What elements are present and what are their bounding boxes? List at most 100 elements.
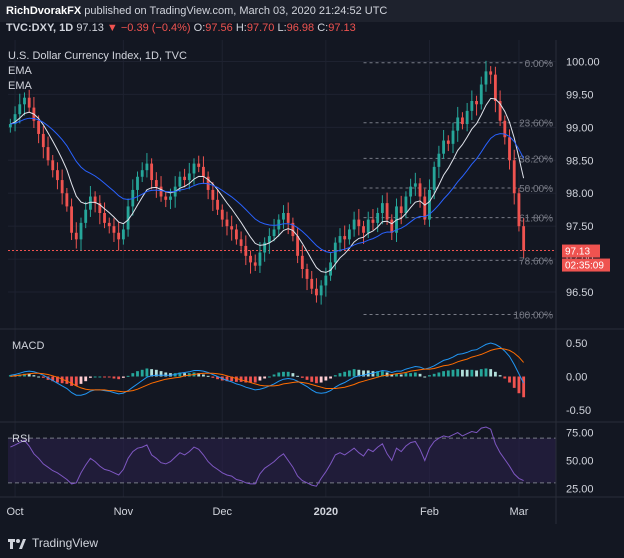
macd-histogram-bar (517, 376, 521, 394)
candle-body (446, 140, 450, 144)
legend: U.S. Dollar Currency Index, 1D, TVC EMA … (8, 50, 187, 445)
grid (8, 40, 556, 497)
macd-histogram-bar (352, 369, 356, 377)
candle-body (117, 232, 121, 240)
rsi-line (10, 426, 524, 487)
open-label: O: (193, 22, 206, 34)
candle-body (112, 226, 116, 233)
symbol-label[interactable]: TVC:DXY, 1D (6, 22, 74, 34)
macd-histogram-bar (8, 375, 12, 377)
macd-histogram-bar (197, 373, 201, 377)
close-value: 97.13 (328, 22, 356, 34)
candle-body (418, 183, 422, 197)
macd-histogram-bar (395, 373, 398, 377)
macd-histogram-bar (282, 371, 285, 377)
candle-body (475, 101, 478, 105)
candle-body (347, 229, 351, 240)
candle-body (352, 219, 356, 230)
candle-body (159, 186, 163, 197)
legend-ema-2[interactable]: EMA (8, 80, 33, 92)
candle-body (202, 166, 205, 177)
macd-histogram-bar (315, 376, 318, 384)
macd-histogram-bar (32, 375, 36, 377)
signal-line (10, 347, 524, 393)
header-bar: RichDvorakFX published on TradingView.co… (0, 0, 624, 22)
candle-body (333, 242, 337, 263)
candle-body (329, 262, 332, 276)
macd-histogram-bar (380, 371, 384, 377)
macd-histogram-bar (79, 376, 83, 384)
candle-body (380, 203, 384, 213)
macd-histogram-bar (291, 373, 295, 377)
macd-tick-label: -0.50 (566, 405, 591, 417)
macd-histogram-bar (164, 372, 168, 377)
macd-histogram-bar (437, 372, 441, 377)
y-tick-label: 100.00 (566, 56, 600, 68)
candle-body (93, 196, 97, 204)
tradingview-logo-icon[interactable] (8, 536, 26, 550)
candle-body (178, 176, 182, 187)
candle-body (183, 176, 187, 181)
rsi-band (8, 438, 556, 483)
candle-body (305, 269, 309, 279)
macd-histogram-bar (51, 376, 55, 382)
candles (8, 60, 526, 305)
y-tick-label: 99.00 (566, 122, 594, 134)
price-tag: 97.13 02:35:09 (562, 244, 610, 272)
low-value: 96.98 (286, 22, 315, 34)
high-label: H: (235, 22, 247, 34)
legend-macd[interactable]: MACD (12, 340, 44, 352)
macd-histogram-bar (150, 369, 154, 377)
macd-histogram-bar (41, 376, 45, 378)
macd-histogram-bar (27, 373, 31, 377)
y-tick-label: 96.50 (566, 287, 594, 299)
macd-histogram-bar (310, 376, 314, 382)
macd-histogram-bar (498, 375, 502, 377)
macd-histogram-bar (465, 369, 469, 377)
y-tick-label: 97.50 (566, 221, 594, 233)
macd-histogram-bar (418, 373, 422, 377)
macd-histogram-bar (131, 373, 135, 377)
candle-body (456, 117, 460, 131)
candle-body (13, 114, 17, 125)
macd-histogram-bar (333, 375, 337, 377)
macd-histogram-bar (249, 376, 252, 383)
x-tick-label: Mar (509, 506, 528, 518)
candle-body (154, 180, 158, 187)
macd-tick-label: 0.00 (566, 372, 587, 384)
fib-label: 78.60% (519, 256, 553, 267)
macd-histogram-bar (56, 376, 59, 383)
macd-histogram-bar (267, 376, 271, 378)
legend-rsi[interactable]: RSI (12, 433, 30, 445)
candle-body (234, 229, 238, 240)
candle-body (508, 137, 511, 161)
legend-title[interactable]: U.S. Dollar Currency Index, 1D, TVC (8, 50, 187, 62)
candle-body (461, 117, 464, 125)
candle-body (88, 196, 92, 210)
candle-body (362, 226, 365, 233)
macd-histogram-bar (522, 376, 526, 398)
author-name[interactable]: RichDvorakFX (6, 5, 82, 17)
candle-body (140, 170, 144, 177)
macd-histogram-bar (442, 371, 446, 377)
fib-label: 38.20% (519, 154, 553, 165)
macd-histogram-bar (202, 374, 205, 377)
macd-histogram-bar (126, 375, 130, 377)
macd-histogram-bar (112, 376, 116, 379)
candle-body (46, 147, 50, 161)
candle-body (169, 196, 172, 200)
brand-name[interactable]: TradingView (32, 535, 99, 550)
candle-body (56, 170, 59, 181)
macd-histogram-bar (70, 376, 73, 386)
candle-body (390, 219, 394, 233)
macd-histogram-bar (263, 376, 267, 379)
candle-body (18, 104, 22, 115)
candle-body (258, 252, 262, 266)
candle-body (23, 97, 26, 105)
macd-histogram-bar (107, 376, 111, 378)
legend-ema-1[interactable]: EMA (8, 65, 33, 77)
macd-histogram-bar (508, 376, 511, 383)
candle-body (371, 219, 375, 223)
macd-histogram-bar (258, 376, 262, 381)
